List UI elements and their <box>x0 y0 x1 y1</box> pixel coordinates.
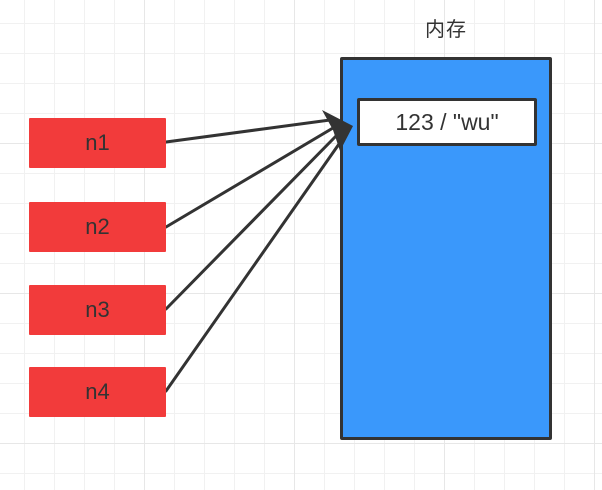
node-label: n3 <box>85 297 110 322</box>
node-label: n4 <box>85 379 110 404</box>
node-n1[interactable]: n1 <box>29 118 166 168</box>
node-n3[interactable]: n3 <box>29 285 166 335</box>
value-box[interactable]: 123 / "wu" <box>357 98 537 146</box>
value-box-label: 123 / "wu" <box>395 108 499 135</box>
memory-title: 内存 <box>425 19 467 41</box>
node-label: n1 <box>85 130 110 155</box>
connector-line[interactable] <box>164 142 341 393</box>
connector-line[interactable] <box>164 118 332 144</box>
connector-line[interactable] <box>164 134 338 311</box>
node-n4[interactable]: n4 <box>29 367 166 417</box>
node-n2[interactable]: n2 <box>29 202 166 252</box>
arrowhead-icon <box>322 110 353 151</box>
node-label: n2 <box>85 214 110 239</box>
connector-line[interactable] <box>164 126 335 229</box>
